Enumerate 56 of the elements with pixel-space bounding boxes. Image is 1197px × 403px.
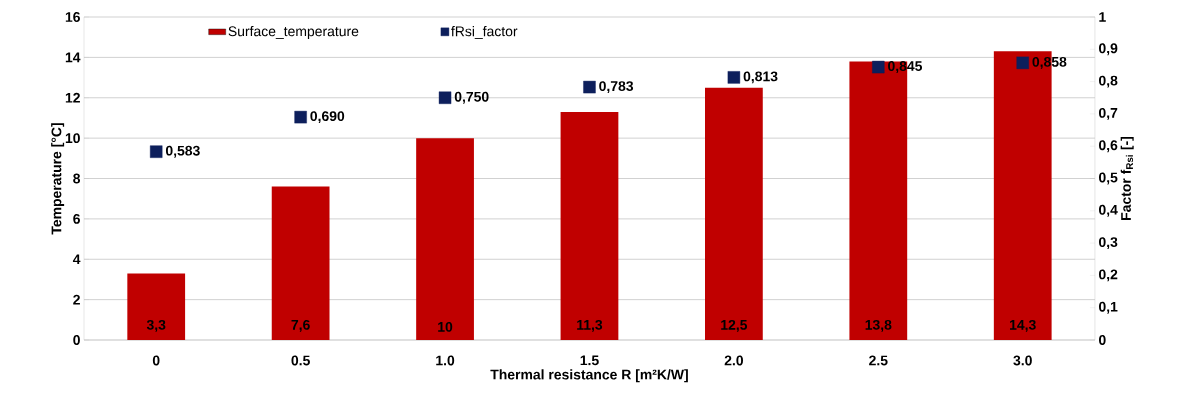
bar <box>705 87 763 340</box>
y2-tick-label: 0,3 <box>1099 237 1118 250</box>
x-tick-label: 3.0 <box>1013 355 1032 366</box>
y2-tick-label: 0,2 <box>1099 269 1118 282</box>
bar <box>560 111 619 340</box>
y2-axis-title: Factor f$_{Rsi}$ [-] <box>1120 136 1134 220</box>
data-label: 14,3 <box>1010 319 1036 332</box>
y2-tick-label: 1 <box>1099 12 1106 22</box>
data-label: 0,783 <box>599 81 634 94</box>
point <box>438 91 452 104</box>
y2-tick-label: 0,4 <box>1099 204 1118 217</box>
y2-tick-label: 0,5 <box>1099 172 1118 185</box>
data-label: 13,8 <box>865 319 892 332</box>
y-tick-label: 10 <box>65 133 80 144</box>
y2-tick-label: 0,9 <box>1099 43 1118 56</box>
point <box>1016 56 1029 70</box>
data-label: 3,3 <box>146 319 166 332</box>
data-label: 0,750 <box>454 91 489 104</box>
x-tick-label: 0.5 <box>291 355 310 366</box>
y2-tick-label: 0,8 <box>1099 75 1118 88</box>
point <box>150 145 163 158</box>
x-tick-label: 2.0 <box>724 355 744 366</box>
y-tick-label: 0 <box>73 335 80 345</box>
y-tick-label: 8 <box>73 173 81 184</box>
x-tick-label: 2.5 <box>869 355 888 366</box>
y2-tick-label: 0 <box>1099 335 1106 345</box>
y-tick-label: 2 <box>73 294 80 305</box>
data-label: 0,583 <box>165 145 200 158</box>
data-label: 7,6 <box>291 319 310 332</box>
x-tick-label: 1.5 <box>580 355 599 366</box>
x-axis-title: Thermal resistance R [m²K/W] <box>490 369 688 383</box>
point <box>583 80 596 94</box>
y2-tick-label: 0,6 <box>1099 140 1118 153</box>
y-tick-label: 4 <box>72 254 81 265</box>
data-label: 11,3 <box>577 319 603 332</box>
data-label: 12,5 <box>721 319 748 332</box>
data-label: 10 <box>438 321 453 332</box>
y-tick-label: 12 <box>65 92 80 103</box>
x-tick-label: 1.0 <box>436 355 455 366</box>
bar <box>127 273 186 340</box>
legend-label: fRsi_factor <box>451 26 518 39</box>
y2-tick-label: 0,1 <box>1099 301 1118 314</box>
bar <box>416 138 474 340</box>
y2-tick-label: 0,7 <box>1099 107 1118 120</box>
x-tick-label: 0 <box>152 355 160 366</box>
y-tick-label: 14 <box>65 52 81 63</box>
data-label: 0,690 <box>310 111 345 124</box>
point <box>727 71 741 84</box>
legend-label: Surface_temperature <box>228 26 359 40</box>
data-label: 0,813 <box>743 71 778 84</box>
point <box>872 60 885 74</box>
y-axis-title: Temperature [°C] <box>51 123 65 235</box>
point <box>294 110 307 124</box>
y-tick-label: 6 <box>73 213 80 224</box>
bar <box>271 186 330 340</box>
y-tick-label: 16 <box>65 12 80 22</box>
